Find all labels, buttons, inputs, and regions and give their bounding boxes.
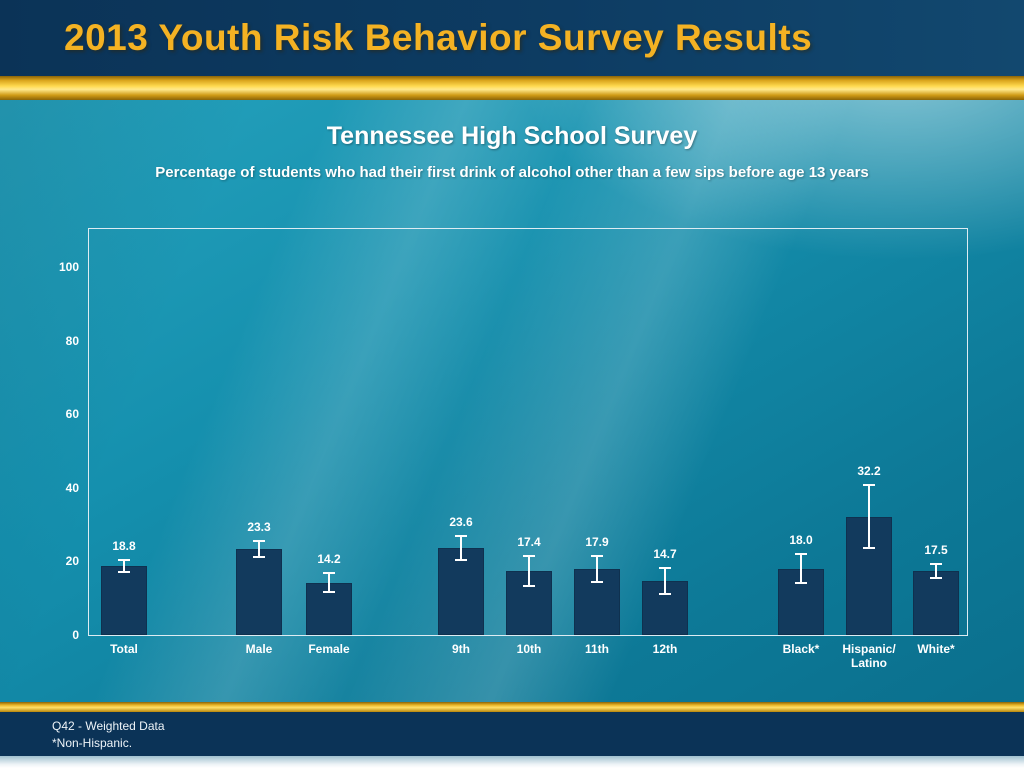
value-label-10th: 17.4: [517, 535, 541, 550]
error-bar-white: [930, 562, 942, 579]
y-tick-label: 60: [65, 407, 79, 422]
chart-title: Tennessee High School Survey: [326, 122, 698, 150]
category-label-total: Total: [110, 642, 138, 656]
bar-chart: 0 20 40 60 80 100 18.8 Total 23.3 Male 14.2 Female…: [59, 228, 968, 670]
y-tick-label: 20: [65, 554, 79, 569]
category-label-female: Female: [308, 642, 350, 656]
value-label-female: 14.2: [317, 552, 341, 567]
slide-footer: Q42 - Weighted Data *Non-Hispanic.: [0, 712, 1024, 756]
error-bar-10th: [523, 555, 535, 587]
error-bar-black: [795, 553, 807, 585]
category-label-hispanic-latino: Hispanic/ Latino: [842, 642, 896, 670]
category-label-9th: 9th: [452, 642, 470, 656]
error-bar-hispanic-latino: [863, 484, 875, 549]
category-label-11th: 11th: [584, 642, 609, 656]
slide-header: 2013 Youth Risk Behavior Survey Results: [0, 0, 1024, 76]
y-tick-label: 40: [65, 480, 79, 495]
y-tick-label: 100: [58, 260, 79, 274]
bar-white: [913, 570, 959, 635]
error-bar-male: [253, 540, 265, 559]
value-label-12th: 14.7: [653, 546, 677, 561]
bar-group-male: 23.3 Male: [236, 229, 282, 656]
slide-title: 2013 Youth Risk Behavior Survey Results: [64, 17, 813, 58]
error-bar-12th: [659, 566, 671, 596]
bar-group-female: 14.2 Female: [306, 229, 352, 656]
value-label-male: 23.3: [247, 520, 271, 535]
category-label-12th: 12th: [652, 642, 678, 656]
value-label-9th: 23.6: [449, 515, 473, 530]
bar-group-black: 18.0 Black*: [778, 229, 824, 656]
category-label-white: White*: [917, 642, 955, 656]
category-label-male: Male: [245, 642, 273, 656]
value-label-hispanic-latino: 32.2: [857, 464, 881, 479]
bar-group-hispanic-latino: 32.2 Hispanic/ Latino: [842, 229, 895, 670]
bar-group-11th: 17.9 11th: [574, 229, 620, 656]
bar-9th: [438, 548, 484, 635]
y-axis: 0 20 40 60 80 100: [37, 229, 79, 642]
error-bar-11th: [591, 554, 603, 584]
bar-total: [101, 565, 147, 635]
chart-subtitle: Percentage of students who had their fir…: [155, 164, 869, 181]
value-label-total: 18.8: [112, 538, 136, 553]
bar-group-total: 18.8 Total: [101, 229, 147, 656]
y-tick-label: 0: [72, 628, 79, 642]
category-label-10th: 10th: [516, 642, 542, 656]
gold-stripe-bottom: [0, 702, 1024, 712]
gold-stripe-top: [0, 76, 1024, 100]
slide-bottom-edge: [0, 756, 1024, 768]
error-bar-total: [118, 558, 130, 573]
category-label-black: Black*: [782, 642, 820, 656]
bar-group-10th: 17.4 10th: [506, 229, 552, 656]
value-label-white: 17.5: [924, 542, 948, 557]
y-tick-label: 80: [65, 333, 79, 348]
error-bar-9th: [455, 535, 467, 562]
value-label-11th: 17.9: [585, 534, 609, 549]
bar-group-12th: 14.7 12th: [642, 229, 688, 656]
plot-area: 18.8 Total 23.3 Male 14.2 Female 23.6 9th 17.4 10…: [89, 229, 967, 670]
bar-group-9th: 23.6 9th: [438, 229, 484, 656]
value-label-black: 18.0: [789, 533, 813, 548]
bar-group-white: 17.5 White*: [913, 229, 959, 656]
error-bar-female: [323, 572, 335, 594]
bar-male: [236, 549, 282, 635]
footnote-line1: Q42 - Weighted Data: [52, 719, 165, 733]
footnote-line2: *Non-Hispanic.: [52, 736, 133, 750]
